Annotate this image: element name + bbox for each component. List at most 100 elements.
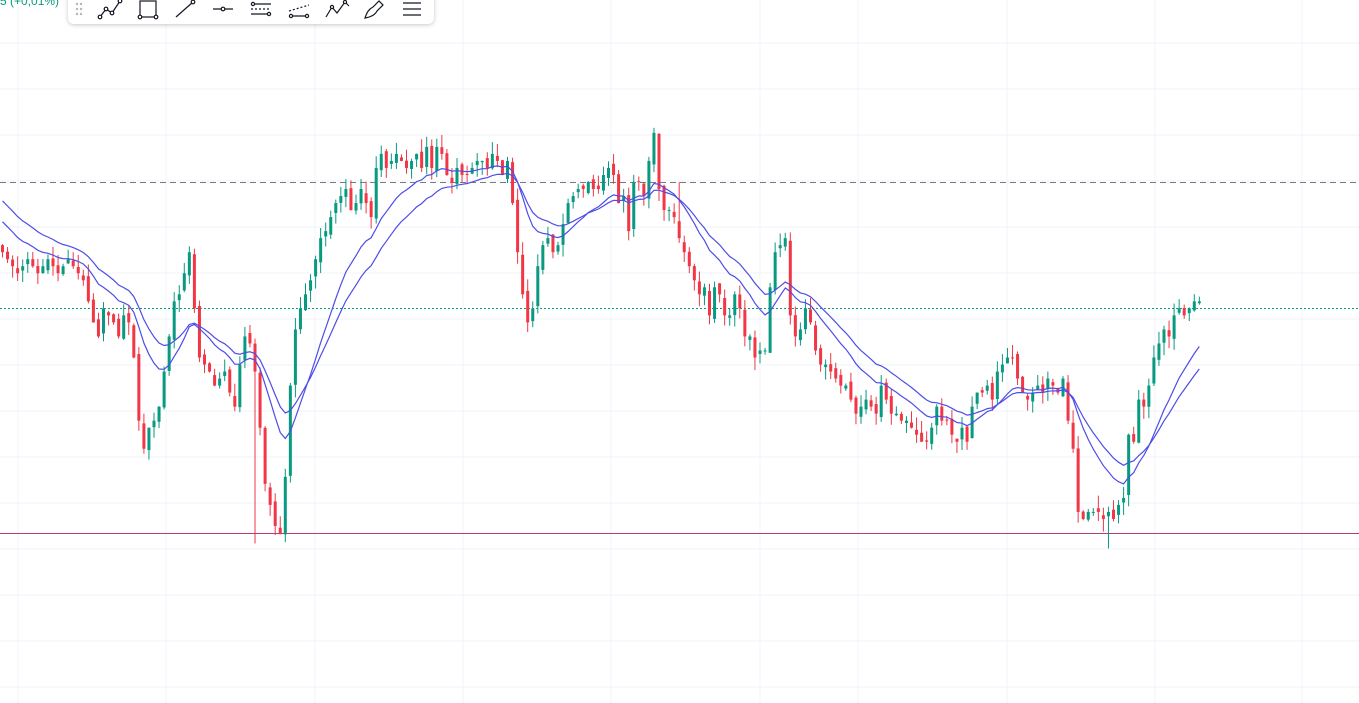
candle-body <box>601 174 605 191</box>
candle-body <box>803 308 807 330</box>
candle-body <box>637 181 641 183</box>
candle-body <box>1101 515 1105 519</box>
candle-body <box>506 160 509 179</box>
candles-series <box>1 127 1201 549</box>
candle-body <box>733 294 737 316</box>
moving-average-slow[interactable] <box>2 172 1200 466</box>
candle-body <box>783 238 787 247</box>
candle-body <box>692 266 696 281</box>
candle-body <box>1031 392 1035 402</box>
candle-body <box>430 145 434 168</box>
candle-body <box>1132 433 1136 442</box>
moving-average-fast[interactable] <box>2 165 1200 485</box>
candle-body <box>394 153 398 163</box>
drag-handle-icon[interactable] <box>74 1 84 17</box>
candle-body <box>839 374 843 386</box>
candle-body <box>76 266 80 274</box>
candle-body <box>920 432 924 442</box>
candle-body <box>56 265 60 274</box>
candle-body <box>339 196 343 203</box>
candle-body <box>66 259 70 264</box>
candle-body <box>682 242 686 253</box>
candle-body <box>107 312 111 316</box>
candle-body <box>869 400 873 407</box>
rectangle-tool-icon[interactable] <box>132 0 164 22</box>
candle-body <box>197 305 201 358</box>
candle-body <box>495 155 499 161</box>
candle-body <box>662 185 666 211</box>
candle-body <box>1011 357 1014 359</box>
candle-body <box>440 147 444 154</box>
candle-body <box>117 318 121 337</box>
candle-body <box>622 196 626 202</box>
candle-body <box>723 297 727 316</box>
candle-body <box>874 404 878 414</box>
candle-body <box>889 395 893 414</box>
candle-body <box>455 167 459 184</box>
candle-body <box>425 146 429 167</box>
candle-body <box>1192 301 1196 311</box>
path-tool-icon[interactable] <box>94 0 126 22</box>
candle-body <box>758 350 762 354</box>
candle-body <box>309 280 313 291</box>
candle-body <box>899 413 903 421</box>
candle-body <box>1197 301 1201 304</box>
candle-body <box>1026 395 1030 400</box>
candle-body <box>677 221 681 239</box>
candle-body <box>228 369 232 393</box>
candle-body <box>748 336 752 340</box>
candle-body <box>152 420 156 428</box>
candle-body <box>475 160 479 166</box>
trend-line-tool-icon[interactable] <box>170 0 202 22</box>
candle-body <box>778 245 782 249</box>
candle-body <box>6 251 10 260</box>
candle-body <box>112 314 116 323</box>
candle-body <box>132 325 136 358</box>
parallel-channel-tool-icon[interactable] <box>245 0 277 22</box>
candle-body <box>955 438 959 442</box>
price-change-label: 5 (+0,01%) <box>0 0 60 8</box>
candle-body <box>243 336 247 361</box>
candle-body <box>167 336 171 371</box>
candle-body <box>728 315 732 318</box>
candle-body <box>208 363 212 372</box>
candle-body <box>1122 497 1126 503</box>
candle-body <box>344 189 348 197</box>
candle-body <box>596 185 600 190</box>
candle-body <box>531 308 535 322</box>
drawing-toolbar <box>68 0 434 24</box>
candle-body <box>26 259 30 265</box>
candle-body <box>192 254 196 309</box>
candle-body <box>1152 357 1156 384</box>
horizontal-ray-tool-icon[interactable] <box>207 0 239 22</box>
candle-body <box>642 183 646 197</box>
candle-body <box>541 245 545 270</box>
candle-body <box>1036 385 1040 390</box>
candle-body <box>258 372 262 428</box>
candle-body <box>1021 376 1025 393</box>
candle-body <box>516 199 520 253</box>
more-tools-icon[interactable] <box>396 0 428 22</box>
candle-body <box>697 281 701 295</box>
candle-body <box>122 315 126 339</box>
candle-body <box>435 146 439 172</box>
candle-body <box>238 364 242 408</box>
candle-body <box>950 418 954 435</box>
candle-body <box>930 427 934 444</box>
brush-tool-icon[interactable] <box>358 0 390 22</box>
candle-body <box>51 258 55 267</box>
elliott-wave-tool-icon[interactable] <box>321 0 353 22</box>
candle-body <box>187 252 191 276</box>
candle-body <box>738 294 742 309</box>
candle-body <box>480 160 484 163</box>
candle-body <box>824 364 828 368</box>
candle-body <box>1147 385 1151 407</box>
candle-body <box>551 234 555 253</box>
candle-body <box>607 167 610 178</box>
candle-body <box>1182 308 1186 316</box>
regression-trend-tool-icon[interactable] <box>283 0 315 22</box>
candle-body <box>445 153 449 175</box>
candle-body <box>652 132 656 165</box>
candle-body <box>71 260 75 267</box>
